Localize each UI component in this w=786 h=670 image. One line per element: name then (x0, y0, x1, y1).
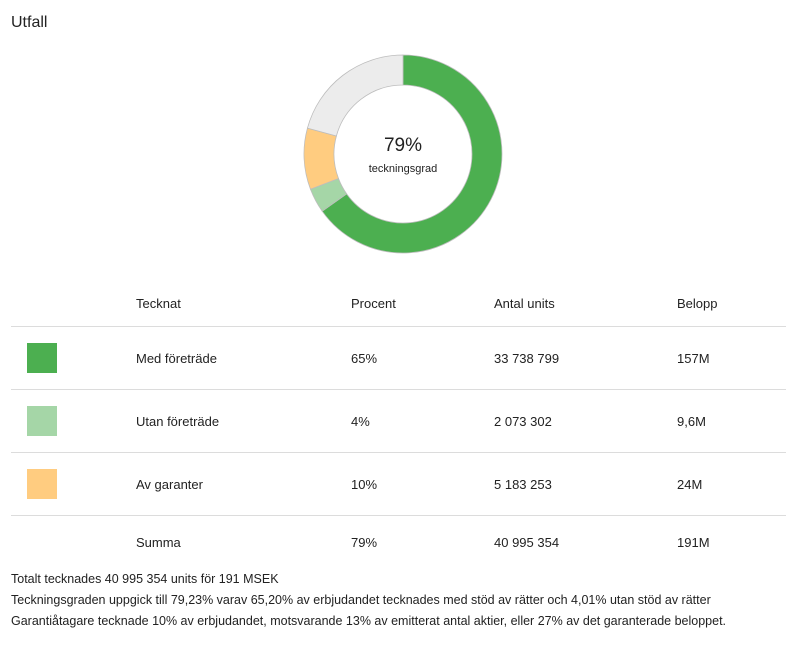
note-guarantors: Garantiåtagare tecknade 10% av erbjudand… (11, 614, 727, 628)
table-row: Med företräde 65% 33 738 799 157M (11, 326, 786, 390)
row-label: Av garanter (136, 452, 351, 516)
legend-swatch (27, 343, 57, 373)
subscription-percent: 79% (383, 135, 423, 156)
header-belopp: Belopp (677, 280, 786, 327)
donut-center: 79% teckningsgrad (303, 54, 503, 254)
section-title: Utfall (11, 14, 48, 31)
header-antal-units: Antal units (494, 280, 677, 327)
row-label: Utan företräde (136, 389, 351, 453)
sum-row: Summa 79% 40 995 354 191M (11, 516, 786, 569)
table-row: Av garanter 10% 5 183 253 24M (11, 452, 786, 516)
outcome-table: Tecknat Procent Antal units Belopp Med f… (11, 280, 786, 568)
legend-swatch (27, 469, 57, 499)
sum-amount: 191M (677, 534, 710, 550)
header-procent: Procent (351, 280, 494, 327)
row-percent: 4% (351, 389, 494, 453)
sum-units: 40 995 354 (494, 534, 560, 550)
slice-med-foretrade (321, 54, 503, 254)
row-amount: 9,6M (677, 389, 786, 453)
note-subscription-rate: Teckningsgraden uppgick till 79,23% vara… (11, 593, 711, 607)
row-amount: 24M (677, 452, 786, 516)
row-percent: 10% (351, 452, 494, 516)
sum-percent: 79% (351, 534, 378, 550)
subscription-label: teckningsgrad (368, 163, 438, 175)
table-header-row: Tecknat Procent Antal units Belopp (11, 280, 786, 327)
row-units: 5 183 253 (494, 452, 677, 516)
note-total: Totalt tecknades 40 995 354 units för 19… (11, 572, 279, 586)
sum-label: Summa (136, 534, 181, 550)
table-row: Utan företräde 4% 2 073 302 9,6M (11, 389, 786, 453)
row-amount: 157M (677, 326, 786, 390)
header-swatch (11, 280, 136, 327)
row-units: 33 738 799 (494, 326, 677, 390)
row-percent: 65% (351, 326, 494, 390)
legend-swatch (27, 406, 57, 436)
row-label: Med företräde (136, 326, 351, 390)
row-units: 2 073 302 (494, 389, 677, 453)
summary-notes: Totalt tecknades 40 995 354 units för 19… (11, 570, 786, 633)
donut-chart (303, 54, 503, 254)
slice-remainder (306, 54, 404, 137)
header-tecknat: Tecknat (136, 280, 351, 327)
